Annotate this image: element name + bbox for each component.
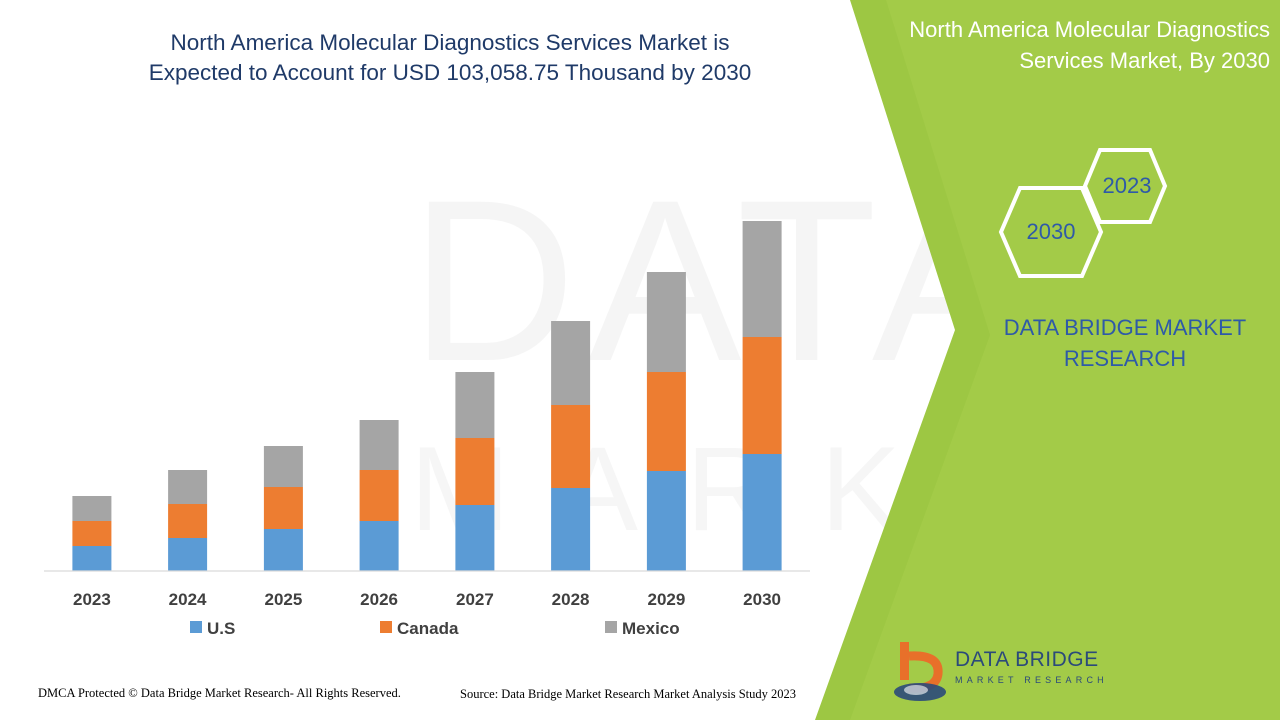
bar-mexico-2023	[72, 496, 112, 521]
bar-mexico-2028	[551, 321, 591, 405]
bar-us-2029	[646, 471, 686, 571]
source-note: Source: Data Bridge Market Research Mark…	[460, 687, 797, 701]
bar-us-2026	[359, 521, 399, 571]
bar-canada-2028	[551, 405, 591, 488]
x-tick-label-2024: 2024	[169, 590, 207, 609]
legend-swatch-mexico	[605, 621, 617, 633]
bar-mexico-2027	[455, 372, 495, 438]
x-tick-label-2029: 2029	[647, 590, 685, 609]
legend-label-mexico: Mexico	[622, 619, 680, 638]
bar-us-2028	[551, 488, 591, 571]
bar-mexico-2030	[742, 221, 782, 337]
bar-canada-2025	[263, 487, 303, 529]
bar-mexico-2025	[263, 446, 303, 487]
legend-label-us: U.S	[207, 619, 235, 638]
side-panel-title-line2: Services Market, By 2030	[1019, 48, 1270, 73]
side-panel-title-line1: North America Molecular Diagnostics	[909, 17, 1270, 42]
logo-name: DATA BRIDGE	[955, 648, 1099, 671]
data-bridge-logo-icon	[894, 642, 946, 701]
chart-title-line2: Expected to Account for USD 103,058.75 T…	[148, 60, 752, 85]
brand-text: DATA BRIDGE MARKET RESEARCH	[990, 312, 1260, 374]
bar-us-2023	[72, 546, 112, 571]
side-panel-title: North America Molecular Diagnostics Serv…	[840, 14, 1270, 76]
x-tick-label-2023: 2023	[73, 590, 111, 609]
legend-swatch-canada	[380, 621, 392, 633]
bar-mexico-2024	[168, 470, 208, 504]
hex-year-2030: 2030	[1026, 219, 1076, 244]
bar-us-2027	[455, 505, 495, 571]
bar-us-2024	[168, 538, 208, 571]
bar-us-2030	[742, 454, 782, 571]
stacked-bar-chart: 2023 2024 2025 2026 2027 2028 2029 2030 U.S Canad…	[44, 221, 810, 638]
bar-mexico-2026	[359, 420, 399, 470]
x-tick-label-2028: 2028	[552, 590, 590, 609]
bar-canada-2023	[72, 521, 112, 546]
chart-title-line1: North America Molecular Diagnostics Serv…	[170, 30, 730, 55]
legend-swatch-us	[190, 621, 202, 633]
brand-text-line1: DATA BRIDGE MARKET	[1003, 315, 1247, 340]
x-tick-label-2030: 2030	[743, 590, 781, 609]
bar-canada-2026	[359, 470, 399, 521]
copyright-notice: DMCA Protected © Data Bridge Market Rese…	[38, 686, 401, 700]
brand-text-line2: RESEARCH	[1063, 346, 1187, 371]
logo-subtitle: MARKET RESEARCH	[955, 675, 1108, 685]
bar-canada-2030	[742, 337, 782, 454]
chart-title: North America Molecular Diagnostics Serv…	[60, 28, 840, 88]
hex-year-2023: 2023	[1102, 173, 1152, 198]
bar-canada-2027	[455, 438, 495, 505]
bar-us-2025	[263, 529, 303, 571]
x-tick-label-2026: 2026	[360, 590, 398, 609]
legend-label-canada: Canada	[397, 619, 459, 638]
x-tick-label-2025: 2025	[264, 590, 302, 609]
bar-canada-2024	[168, 504, 208, 538]
x-tick-label-2027: 2027	[456, 590, 494, 609]
bar-mexico-2029	[646, 272, 686, 372]
bar-canada-2029	[646, 372, 686, 471]
